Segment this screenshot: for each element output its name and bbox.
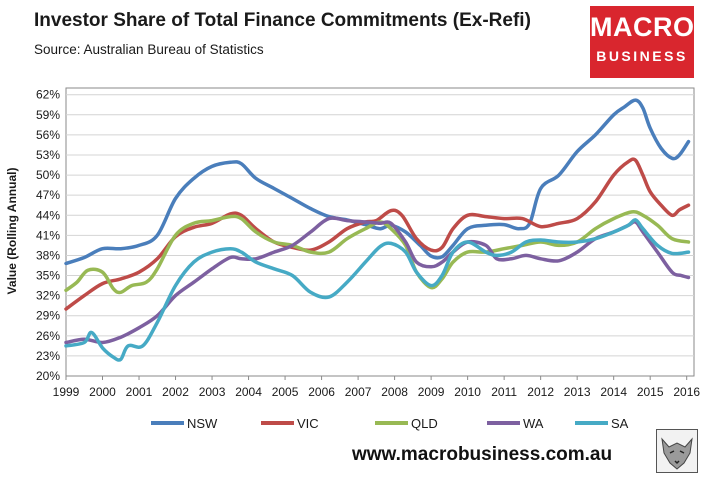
x-tick-label: 2004 — [235, 385, 262, 399]
x-tick-label: 2008 — [381, 385, 408, 399]
series-lines — [64, 98, 691, 362]
chart-title: Investor Share of Total Finance Commitme… — [34, 10, 531, 31]
x-tick-label: 2010 — [454, 385, 481, 399]
y-tick-label: 50% — [36, 168, 60, 182]
legend-label-qld: QLD — [411, 416, 438, 431]
x-tick-label: 1999 — [53, 385, 80, 399]
macrobusiness-logo: MACRO BUSINESS — [590, 6, 694, 78]
x-tick-label: 2016 — [673, 385, 700, 399]
x-tick-label: 2005 — [272, 385, 299, 399]
legend-label-nsw: NSW — [187, 416, 218, 431]
gridlines — [66, 94, 694, 357]
x-tick-label: 2015 — [637, 385, 664, 399]
chart-subtitle: Source: Australian Bureau of Statistics — [34, 42, 264, 57]
x-tick-label: 2006 — [308, 385, 335, 399]
y-tick-label: 20% — [36, 369, 60, 383]
legend-label-wa: WA — [523, 416, 544, 431]
x-tick-label: 2014 — [600, 385, 627, 399]
x-axis-ticks: 1999 2000 2001 2002 2003 2004 2005 2006 2007 2008… — [53, 376, 700, 399]
y-tick-label: 47% — [36, 188, 60, 202]
y-tick-label: 35% — [36, 269, 60, 283]
logo-line-1: MACRO — [590, 12, 695, 42]
x-tick-label: 2002 — [162, 385, 189, 399]
y-tick-label: 62% — [36, 88, 60, 102]
y-axis-ticks: 20% 23% 26% 29% 32% 35% 38% 41% 44% 47% 50% 53% 56% 5… — [36, 88, 60, 383]
y-tick-label: 32% — [36, 289, 60, 303]
y-tick-label: 56% — [36, 128, 60, 142]
legend: NSW VIC QLD WA SA — [151, 416, 629, 431]
series-line-vic — [64, 157, 691, 311]
x-tick-label: 2012 — [527, 385, 554, 399]
y-tick-label: 29% — [36, 309, 60, 323]
x-tick-label: 2013 — [564, 385, 591, 399]
y-tick-label: 53% — [36, 148, 60, 162]
y-tick-label: 26% — [36, 329, 60, 343]
website-url: www.macrobusiness.com.au — [352, 444, 613, 465]
wolf-icon — [656, 429, 698, 473]
y-tick-label: 41% — [36, 228, 60, 242]
legend-label-sa: SA — [611, 416, 629, 431]
x-tick-label: 2009 — [418, 385, 445, 399]
x-tick-label: 2011 — [491, 385, 517, 399]
y-axis-label: Value (Rolling Annual) — [5, 168, 19, 295]
series-line-sa — [64, 218, 691, 362]
x-tick-label: 2000 — [89, 385, 116, 399]
y-tick-label: 59% — [36, 108, 60, 122]
series-line-nsw — [64, 98, 691, 266]
y-tick-label: 23% — [36, 349, 60, 363]
legend-label-vic: VIC — [297, 416, 319, 431]
x-tick-label: 2003 — [199, 385, 226, 399]
x-tick-label: 2007 — [345, 385, 372, 399]
x-tick-label: 2001 — [126, 385, 153, 399]
y-tick-label: 38% — [36, 248, 60, 262]
logo-line-2: BUSINESS — [596, 48, 688, 64]
y-tick-label: 44% — [36, 208, 60, 222]
